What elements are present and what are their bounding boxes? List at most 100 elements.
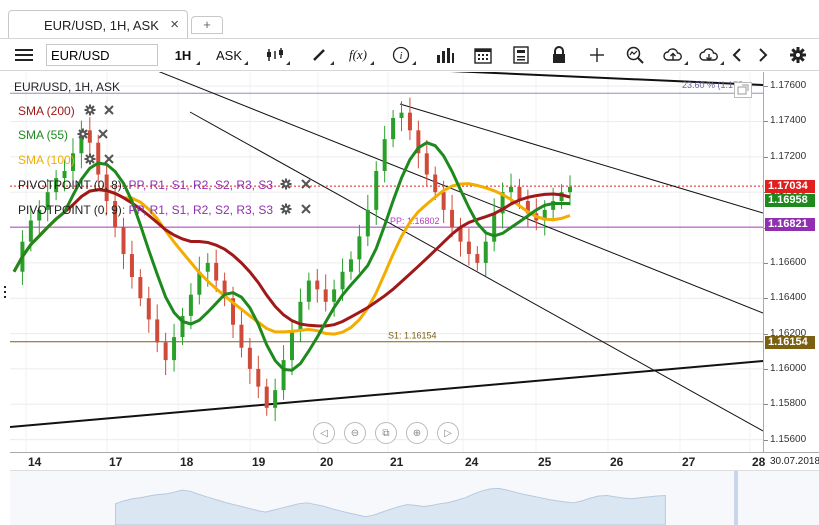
pivot2-fields: : PP, R1, S1, R2, S2, R3, S3 xyxy=(121,203,274,217)
candle-body xyxy=(365,209,370,237)
candle-body xyxy=(483,241,488,263)
menu-icon[interactable] xyxy=(10,42,38,68)
symbol-input[interactable] xyxy=(46,44,158,66)
candle-body xyxy=(172,337,177,361)
crosshair-icon[interactable] xyxy=(584,42,610,68)
price-tick-label: 1.15600 xyxy=(770,433,807,445)
candle-body xyxy=(306,280,311,302)
channel-lower-line xyxy=(189,111,763,432)
candle-body xyxy=(357,236,362,260)
chevron-right-icon[interactable] xyxy=(754,42,772,68)
candle-body xyxy=(28,220,33,242)
pivot2-label: PIVOTPOINT (0, 9) xyxy=(18,203,122,217)
candle-body xyxy=(239,324,244,348)
candle-body xyxy=(525,201,530,214)
chart-navigator[interactable] xyxy=(10,470,819,525)
candle-body xyxy=(113,201,118,228)
sma200-label: SMA (200) xyxy=(18,104,75,118)
price-tick-label: 1.16400 xyxy=(770,292,807,304)
candle-body xyxy=(458,227,463,242)
tab-title: EUR/USD, 1H, ASK xyxy=(44,18,159,33)
scroll-right-icon[interactable]: ▷ xyxy=(437,422,459,444)
sma100-settings-icon[interactable] xyxy=(84,153,96,165)
indicators-fx-button[interactable]: f(x) xyxy=(344,42,374,68)
fib-level-label: 23.60 % (1.175 xyxy=(682,80,744,90)
sma200-remove-icon[interactable] xyxy=(103,104,115,116)
pivot2-settings-icon[interactable] xyxy=(280,203,292,215)
close-icon[interactable]: × xyxy=(170,16,179,33)
price-chart[interactable]: PP: 1.16802 S1: 1.16154 xyxy=(10,72,763,452)
candle-body xyxy=(180,315,185,338)
sma100-remove-icon[interactable] xyxy=(103,153,115,165)
date-label: 14 xyxy=(28,455,42,469)
lock-icon[interactable] xyxy=(546,42,572,68)
candle-body xyxy=(163,342,168,361)
candle-body xyxy=(70,153,75,171)
price-tick xyxy=(764,333,768,335)
date-label: 20 xyxy=(320,455,334,469)
add-tab-button[interactable]: + xyxy=(191,16,223,34)
pivot1-remove-icon[interactable] xyxy=(300,178,312,190)
candle-body xyxy=(475,254,480,263)
candle-body xyxy=(382,139,387,171)
candle-body xyxy=(323,289,328,302)
zoom-in-icon[interactable]: ⊕ xyxy=(406,422,428,444)
chevron-left-icon[interactable] xyxy=(728,42,746,68)
price-tick xyxy=(764,298,768,300)
cloud-download-icon[interactable] xyxy=(696,42,724,68)
pivot2-remove-icon[interactable] xyxy=(300,203,312,215)
navigator-area xyxy=(115,487,666,525)
price-tick xyxy=(764,368,768,370)
candle-body xyxy=(441,192,446,210)
sma100-legend: SMA (100) xyxy=(18,153,115,167)
candle-body xyxy=(138,277,143,299)
candle-body xyxy=(500,192,505,214)
candle-body xyxy=(542,209,547,221)
pivot1-settings-icon[interactable] xyxy=(280,178,292,190)
sma200-settings-icon[interactable] xyxy=(84,104,96,116)
chart-type-icon[interactable] xyxy=(262,42,290,68)
candle-body xyxy=(222,280,227,299)
price-tick-label: 1.16600 xyxy=(770,256,807,268)
sma55-settings-icon[interactable] xyxy=(77,128,89,140)
calculator-icon[interactable] xyxy=(508,42,534,68)
candle-body xyxy=(315,280,320,290)
info-icon[interactable]: i xyxy=(388,42,416,68)
candle-body xyxy=(54,178,59,193)
fit-icon[interactable]: ⧉ xyxy=(375,422,397,444)
svg-text:i: i xyxy=(399,50,402,62)
price-tick xyxy=(764,156,768,158)
toolbar: 1H ASK f(x) i xyxy=(0,38,819,71)
popout-icon[interactable] xyxy=(734,82,752,98)
scroll-left-icon[interactable]: ◁ xyxy=(313,422,335,444)
channel-mid-line xyxy=(399,103,763,214)
candle-body xyxy=(79,130,84,154)
draw-pen-icon[interactable] xyxy=(306,42,334,68)
price-axis: 1.176001.174001.172001.170001.168001.166… xyxy=(763,72,819,452)
time-axis: 14 17 18 19 20 21 24 25 26 27 28 30.07.2018 xyxy=(10,452,819,470)
sma55-remove-icon[interactable] xyxy=(97,128,109,140)
sma55-line xyxy=(12,141,570,372)
price-tick xyxy=(764,404,768,406)
gear-icon[interactable] xyxy=(786,42,810,68)
pivot2-legend: PIVOTPOINT (0, 9): PP, R1, S1, R2, S2, R… xyxy=(18,203,312,217)
zoom-chart-icon[interactable] xyxy=(622,42,648,68)
calendar-icon[interactable] xyxy=(470,42,496,68)
timeframe-dropdown[interactable]: 1H xyxy=(168,42,200,68)
candle-body xyxy=(450,209,455,228)
candle-body xyxy=(551,201,556,210)
panel-resize-handle[interactable] xyxy=(4,286,7,300)
candle-body xyxy=(62,170,67,179)
navigator-handle[interactable] xyxy=(734,471,739,525)
candle-body xyxy=(188,294,193,316)
chart-tab[interactable]: EUR/USD, 1H, ASK × xyxy=(8,10,188,38)
candle-body xyxy=(273,390,278,408)
zoom-out-icon[interactable]: ⊖ xyxy=(344,422,366,444)
candle-body xyxy=(517,186,522,202)
date-label: 19 xyxy=(252,455,266,469)
candle-body xyxy=(197,271,202,295)
price-tick xyxy=(764,121,768,123)
cloud-upload-icon[interactable] xyxy=(660,42,688,68)
volume-bars-icon[interactable] xyxy=(432,42,458,68)
price-side-dropdown[interactable]: ASK xyxy=(212,42,248,68)
